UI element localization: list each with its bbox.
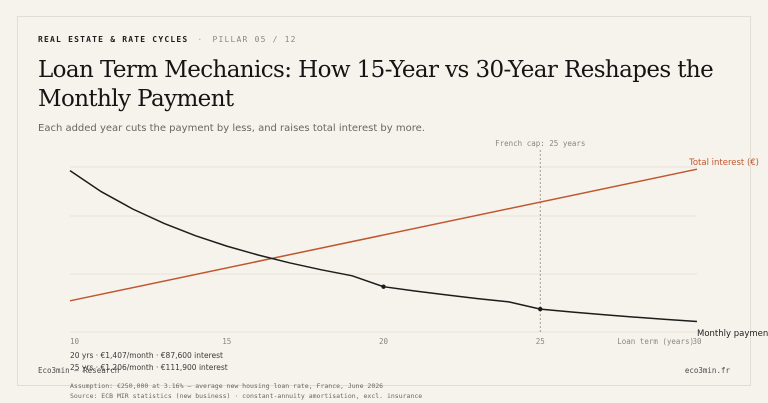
grid-lines	[70, 166, 697, 333]
section-kicker: REAL ESTATE & RATE CYCLES	[38, 35, 189, 44]
x-axis-ticks: 10 15 20 25 30	[70, 337, 702, 346]
eyebrow-separator: ·	[197, 35, 204, 44]
x-tick-label: 20	[379, 337, 389, 346]
note-25-years: 25 yrs · €1,206/month · €111,900 interes…	[70, 363, 228, 372]
x-tick-label: 10	[70, 337, 80, 346]
assumption-note: Assumption: €250,000 at 3.16% — average …	[70, 382, 384, 390]
x-axis-label: Loan term (years)	[617, 337, 694, 346]
series-line-total-interest	[69, 168, 698, 302]
highlight-point	[381, 284, 386, 289]
highlight-point	[538, 306, 543, 312]
page-frame	[17, 16, 751, 386]
eyebrow: REAL ESTATE & RATE CYCLES · PILLAR 05 / 12	[38, 35, 297, 44]
reference-line-label: French cap: 25 years	[495, 139, 585, 148]
footer-brand: Eco3min — Research	[38, 366, 120, 375]
highlight-notes: 20 yrs · €1,407/month · €87,600 interest…	[70, 350, 228, 374]
footer-url[interactable]: eco3min.fr	[684, 366, 730, 375]
pillar-counter: PILLAR 05 / 12	[212, 35, 297, 44]
x-tick-label: 15	[222, 337, 231, 346]
page-title: Loan Term Mechanics: How 15-Year vs 30-Y…	[38, 57, 714, 112]
footnotes: Assumption: €250,000 at 3.16% — average …	[70, 381, 422, 401]
x-tick-label: 25	[536, 337, 545, 346]
series-label-monthly-payment: Monthly payment (€)	[697, 329, 768, 339]
series-label-total-interest: Total interest (€)	[688, 158, 759, 168]
series-line-monthly-payment	[69, 169, 698, 323]
x-tick-label: 30	[692, 337, 702, 346]
page-subtitle: Each added year cuts the payment by less…	[38, 123, 425, 134]
highlight-points	[381, 284, 543, 312]
note-20-years: 20 yrs · €1,407/month · €87,600 interest	[70, 351, 223, 360]
source-note: Source: ECB MIR statistics (new business…	[70, 392, 423, 400]
